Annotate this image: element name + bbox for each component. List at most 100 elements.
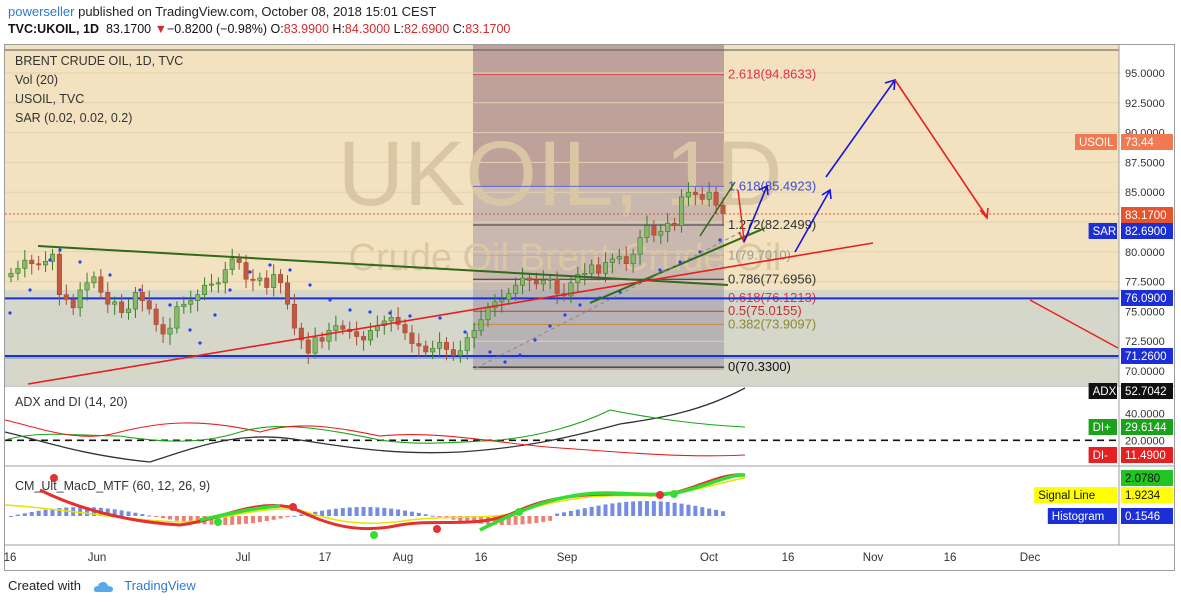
candle-body bbox=[181, 303, 187, 307]
candle-body bbox=[105, 292, 111, 305]
histogram-bar bbox=[672, 502, 677, 516]
candle-body bbox=[450, 349, 456, 356]
price-axis-label: 77.5000 bbox=[1125, 277, 1165, 289]
histogram-bar bbox=[85, 507, 90, 516]
candle-body bbox=[22, 259, 28, 269]
adx-axis-label: 40.0000 bbox=[1125, 409, 1165, 421]
blue-projection-3 bbox=[825, 79, 896, 178]
low-label: L: bbox=[393, 22, 405, 36]
candle-body bbox=[478, 319, 484, 331]
adx-tag-value: 52.7042 bbox=[1125, 386, 1167, 398]
sar-dot bbox=[138, 288, 142, 292]
sar-dot bbox=[533, 338, 537, 342]
histogram-bar bbox=[285, 516, 290, 518]
level-tag-value-bg bbox=[1121, 290, 1173, 306]
candle-body bbox=[63, 294, 69, 300]
sar-dot bbox=[28, 288, 32, 292]
level-tag-value: 71.2600 bbox=[1125, 351, 1167, 363]
candle-body bbox=[685, 191, 691, 198]
histogram-bar bbox=[665, 502, 670, 516]
candle-body bbox=[29, 259, 35, 265]
di-plus-line bbox=[4, 409, 746, 444]
di-minus-tag-value-bg bbox=[1121, 447, 1173, 463]
tradingview-link[interactable]: TradingView bbox=[124, 578, 196, 593]
histogram-bar bbox=[313, 511, 318, 516]
candle-body bbox=[471, 330, 477, 338]
author-link[interactable]: powerseller bbox=[8, 4, 75, 19]
chart-header: powerseller published on TradingView.com… bbox=[0, 0, 1181, 42]
histogram-bar bbox=[354, 507, 359, 516]
forecast-box-upper bbox=[473, 45, 724, 187]
price-axis-label: 75.0000 bbox=[1125, 306, 1165, 318]
macd-tag-value: 2.0780 bbox=[1125, 473, 1160, 485]
candle-body bbox=[340, 325, 346, 330]
histogram-bar bbox=[520, 516, 525, 525]
close-value: 83.1700 bbox=[465, 22, 511, 36]
candle-body bbox=[278, 274, 284, 284]
histogram-bar bbox=[43, 509, 48, 516]
histogram-bar bbox=[686, 504, 691, 516]
candle-body bbox=[160, 324, 166, 335]
histogram-bar bbox=[506, 516, 511, 525]
time-axis-label: Sep bbox=[557, 552, 577, 564]
legend-compare: USOIL, TVC bbox=[15, 92, 85, 106]
candle-body bbox=[98, 276, 104, 293]
green-trendline bbox=[37, 245, 729, 286]
histogram-bar bbox=[679, 503, 684, 516]
candle-body bbox=[554, 278, 560, 294]
watermark-description: Crude Oil Brent Crude Oil bbox=[349, 237, 782, 279]
change-value: −0.8200 (−0.98%) bbox=[166, 22, 268, 36]
time-axis-label: Jun bbox=[88, 552, 107, 564]
time-axis-label: Nov bbox=[863, 552, 884, 564]
histogram-bar bbox=[333, 508, 338, 516]
fib-level-label: 0.786(77.6956) bbox=[728, 271, 816, 286]
footer: Created with TradingView bbox=[8, 578, 196, 594]
sar-dot bbox=[408, 314, 412, 318]
histogram-bar bbox=[347, 507, 352, 516]
histogram-bar bbox=[555, 513, 560, 516]
high-label: H: bbox=[332, 22, 345, 36]
sar-dot bbox=[168, 303, 172, 307]
histogram-bar bbox=[548, 516, 553, 521]
di-minus-tag-label: DI- bbox=[1093, 450, 1109, 462]
symbol-label: TVC:UKOIL, 1D bbox=[8, 22, 99, 36]
candle-body bbox=[354, 331, 360, 337]
sar-dot bbox=[108, 273, 112, 277]
histogram-bar bbox=[181, 516, 186, 522]
candle-body bbox=[333, 325, 339, 331]
close-label: C: bbox=[452, 22, 466, 36]
candle-body bbox=[77, 289, 83, 309]
time-axis-label: Aug bbox=[393, 552, 413, 564]
sar-dot bbox=[308, 283, 312, 287]
candle-body bbox=[381, 320, 387, 327]
histogram-bar bbox=[29, 511, 34, 516]
adx-tag-label-bg bbox=[1088, 383, 1117, 399]
last-price: 83.1700 bbox=[105, 22, 152, 36]
candle-body bbox=[291, 303, 297, 329]
sar-tag-label: SAR bbox=[1093, 226, 1117, 238]
candle-body bbox=[8, 272, 14, 278]
histogram-bar bbox=[596, 505, 601, 516]
drawings bbox=[5, 78, 1119, 385]
sar-dot bbox=[288, 268, 292, 272]
macd-cross-dot bbox=[289, 503, 297, 511]
fib-level-label: 0.5(75.0155) bbox=[728, 303, 802, 318]
candle-body bbox=[119, 301, 125, 313]
histogram-bar bbox=[244, 516, 249, 524]
candle-body bbox=[692, 191, 698, 195]
blue-projection-1 bbox=[743, 185, 768, 243]
blue-projection-2 bbox=[794, 189, 831, 253]
macd-line-green bbox=[479, 473, 746, 532]
histogram-bar bbox=[36, 510, 41, 516]
sar-dot bbox=[718, 238, 722, 242]
candle-body bbox=[430, 348, 436, 353]
blue-arrowhead bbox=[821, 188, 832, 200]
adx-tag-value-bg bbox=[1121, 383, 1173, 399]
time-axis-label: 16 bbox=[475, 552, 488, 564]
candle-body bbox=[499, 299, 505, 303]
tradingview-cloud-icon bbox=[93, 581, 113, 592]
histogram-bar bbox=[278, 516, 283, 519]
macd-legend: CM_Ult_MacD_MTF (60, 12, 26, 9) bbox=[15, 479, 211, 493]
candle-body bbox=[264, 277, 270, 288]
